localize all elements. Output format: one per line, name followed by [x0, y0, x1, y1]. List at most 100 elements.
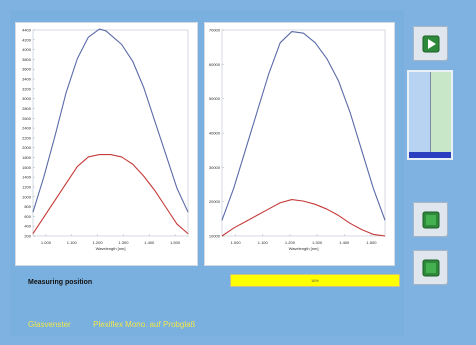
- chart-right-x-tick-label: 1.400: [339, 240, 350, 245]
- chart-left-y-tick-label: 800: [24, 204, 31, 209]
- chart-left-series-1-point: [43, 216, 45, 218]
- chart-left-series-0-point: [154, 120, 156, 122]
- chart-left-y-tick-label: 1600: [22, 165, 32, 170]
- chart-right-series-0-point: [291, 31, 293, 32]
- chart-right-y-tick-label: 50000: [209, 96, 221, 101]
- chart-left-series-0-point: [105, 30, 107, 32]
- chart-left-series-1-point: [143, 175, 145, 177]
- chart-right-svg: 70000 60000 50000 40000 30000 20000 10000 1.000…: [209, 28, 386, 251]
- chart-left-series-1-point: [176, 223, 178, 225]
- chart-left-y-tick-label: 3800: [22, 57, 32, 62]
- chart-right-series-0-point: [361, 150, 363, 151]
- chart-left-series-1-point: [65, 182, 67, 184]
- chart-right: 70000 60000 50000 40000 30000 20000 10000 1.000…: [204, 22, 395, 266]
- chart-right-x-tick-label: 1.200: [285, 240, 296, 245]
- chart-right-series-0-point: [384, 219, 386, 221]
- chart-right-y-tick-label: 40000: [209, 131, 221, 136]
- chart-left-series-0-point: [165, 154, 167, 155]
- chart-left-series-0-line: [32, 28, 189, 213]
- level-indicator-blue: [409, 72, 430, 158]
- chart-right-series-1-point: [314, 203, 316, 205]
- chart-left-series-0-point: [65, 91, 67, 93]
- action-button-a[interactable]: [413, 202, 448, 237]
- chart-left-series-0-point: [176, 187, 178, 189]
- chart-right-x-tick-label: 1.300: [312, 240, 323, 245]
- chart-left-series-0-point: [121, 44, 122, 45]
- chart-right-plot-area: [221, 29, 386, 237]
- chart-left-series-1-point: [110, 154, 111, 155]
- chart-left-x-tick-label: 1.500: [170, 240, 181, 245]
- chart-left-x-tick-label: 1.300: [118, 240, 129, 245]
- chart-right-series-0-point: [233, 188, 234, 189]
- measuring-position-label: Measuring position: [28, 279, 93, 286]
- chart-right-y-tick-label: 30000: [209, 165, 221, 170]
- chart-right-y-tick-label: 10000: [209, 234, 221, 239]
- play-icon: [422, 35, 439, 52]
- chart-left-y-tick-label: 4400: [22, 28, 32, 33]
- chart-right-series-1-point: [256, 215, 258, 216]
- chart-left-y-tick-label: 4200: [22, 37, 32, 42]
- chart-left-y-tick-label: 1000: [22, 194, 32, 199]
- level-indicator-divider: [430, 72, 431, 158]
- chart-right-series-0-point: [349, 112, 351, 113]
- chart-left-series-1-point: [88, 156, 89, 158]
- chart-left-series-1-point: [165, 206, 167, 208]
- chart-right-series-0-point: [244, 150, 246, 151]
- chart-right-y-tick-label: 20000: [209, 199, 221, 204]
- chart-left-series-0-point: [88, 36, 89, 38]
- chart-left-svg: 4400 4200 4000 3800 3600 3400 3200 3000 2800 2600…: [22, 28, 189, 251]
- play-button[interactable]: [413, 26, 448, 61]
- chart-right-series-1-point: [361, 229, 363, 231]
- chart-right-series-1-point: [221, 235, 223, 237]
- chart-left-y-tick-label: 2000: [22, 145, 32, 150]
- chart-right-series-0-point: [314, 42, 316, 44]
- chart-right-x-tick-label: 1.000: [231, 240, 242, 245]
- chart-left: 4400 4200 4000 3800 3600 3400 3200 3000 2800 2600…: [15, 22, 198, 266]
- chart-left-x-tick-label: 1.400: [144, 240, 155, 245]
- chart-left-series-1-point: [99, 154, 100, 155]
- chart-right-series-0-point: [256, 112, 258, 113]
- chart-left-y-tick-label: 1400: [22, 175, 32, 180]
- chart-left-series-0-point: [32, 211, 34, 213]
- chart-right-series-1-point: [233, 227, 234, 229]
- level-indicator-base: [409, 152, 451, 158]
- footer-left-text: Glasvenster: [28, 320, 71, 329]
- chart-left-y-tick-label: 3000: [22, 96, 32, 101]
- chart-left-y-tick-label: 2400: [22, 126, 32, 131]
- chart-left-x-tick-label: 1.200: [93, 240, 104, 245]
- green-square-icon: [422, 211, 439, 228]
- chart-left-series-0-point: [143, 87, 145, 88]
- chart-right-series-1-point: [338, 215, 339, 216]
- chart-left-series-0-point: [76, 58, 78, 60]
- chart-left-x-axis-label: Wavelength [nm]: [96, 246, 126, 251]
- chart-right-series-1-point: [373, 234, 374, 235]
- chart-left-y-tick-label: 3400: [22, 77, 32, 82]
- chart-right-series-0-point: [221, 219, 223, 221]
- chart-left-series-0-point: [43, 175, 45, 177]
- chart-left-series-1-point: [154, 190, 156, 191]
- chart-right-series-0-point: [268, 74, 269, 75]
- chart-left-x-tick-label: 1.100: [67, 240, 78, 245]
- chart-right-x-axis-label: Wavelength [nm]: [289, 246, 319, 251]
- chart-right-series-1-point: [291, 199, 293, 200]
- chart-left-series-1-point: [76, 166, 78, 167]
- chart-right-series-0-point: [373, 188, 374, 189]
- action-button-b[interactable]: [413, 250, 448, 285]
- chart-left-series-1-point: [187, 233, 189, 234]
- chart-left-y-tick-label: 2600: [22, 116, 32, 121]
- chart-left-y-tick-label: 1200: [22, 184, 32, 189]
- chart-right-series-1-point: [244, 221, 246, 223]
- chart-right-series-1-point: [384, 235, 386, 237]
- chart-left-series-0-point: [99, 28, 100, 30]
- chart-left-series-0-point: [54, 135, 56, 136]
- chart-left-series-0-point: [132, 60, 133, 62]
- chart-left-series-0-point: [187, 211, 189, 213]
- green-square-icon: [422, 259, 439, 276]
- chart-right-y-tick-label: 60000: [209, 62, 221, 67]
- chart-left-y-tick-label: 3600: [22, 67, 32, 72]
- level-indicator-green: [430, 72, 451, 158]
- chart-left-y-tick-label: 2200: [22, 135, 32, 140]
- chart-right-series-0-point: [279, 42, 281, 44]
- chart-left-y-tick-label: 200: [24, 234, 31, 239]
